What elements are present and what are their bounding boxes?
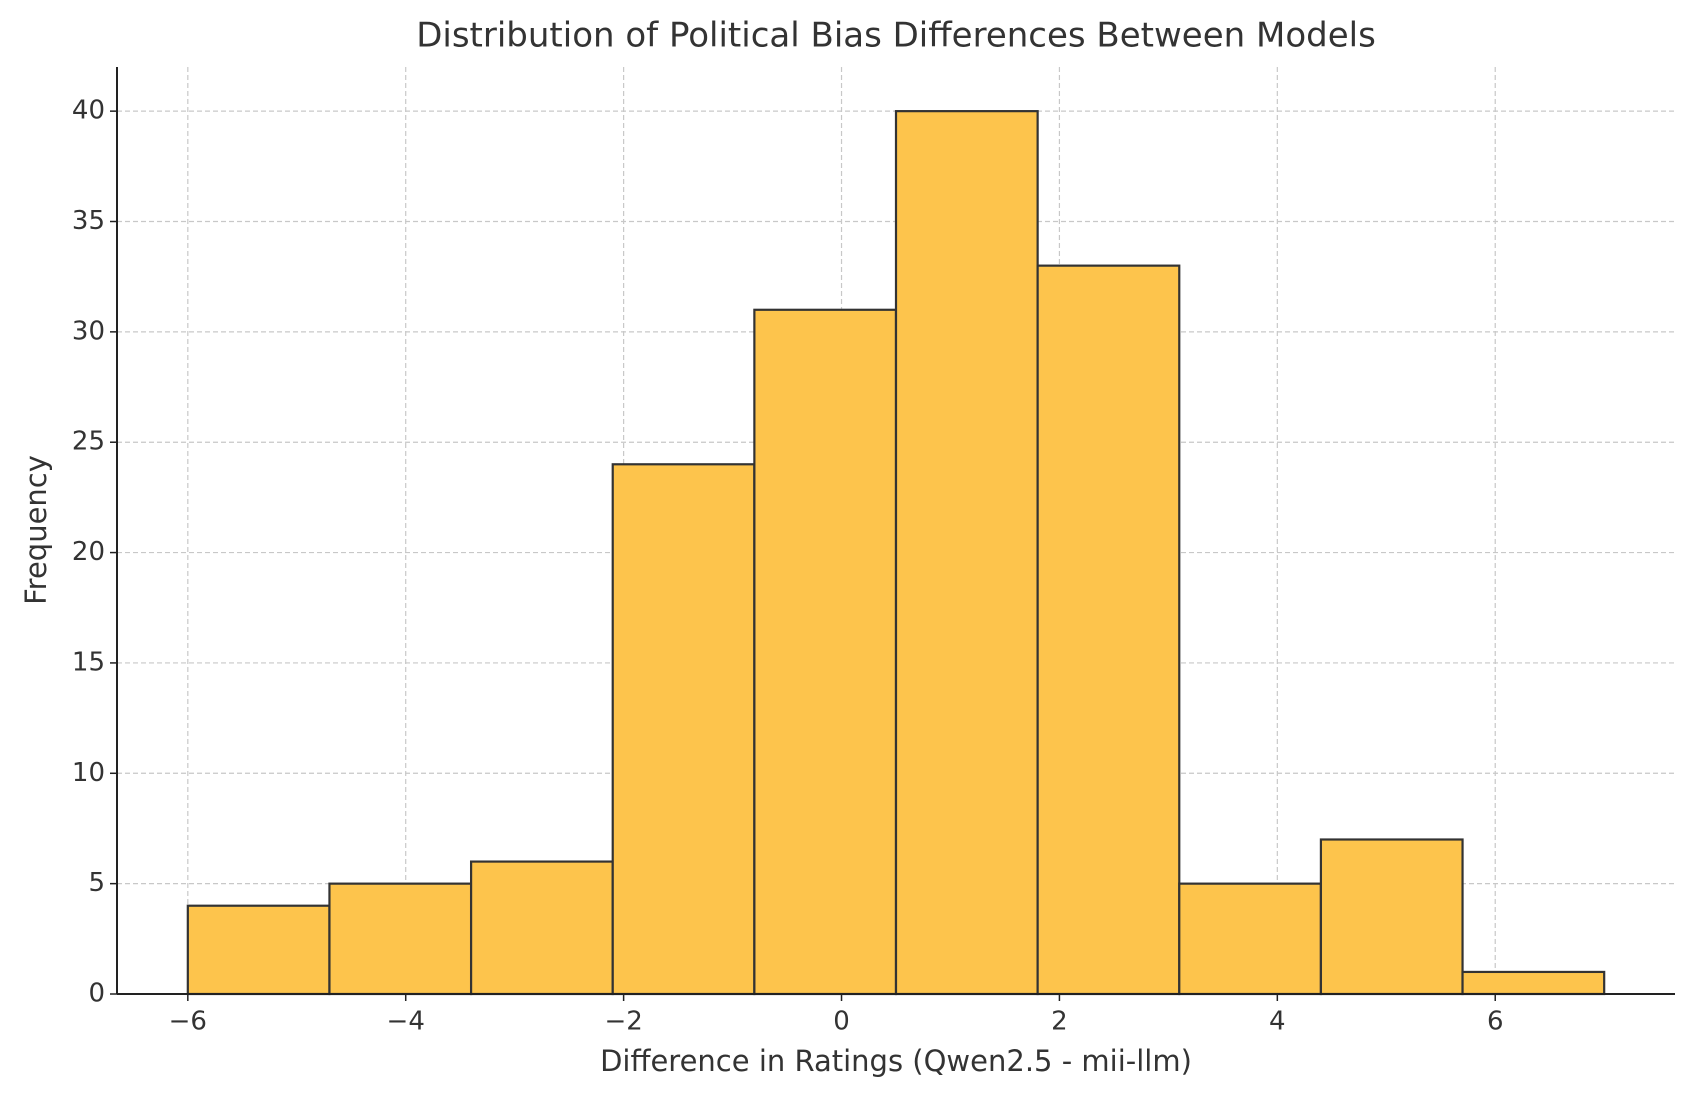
- y-tick-label: 10: [72, 758, 105, 788]
- y-tick-label: 35: [72, 206, 105, 236]
- x-tick-label: 6: [1487, 1007, 1504, 1037]
- y-tick-label: 25: [72, 427, 105, 457]
- bar: [1178, 882, 1323, 996]
- y-tick-label: 20: [72, 537, 105, 567]
- bar: [186, 904, 331, 996]
- bar: [753, 308, 898, 996]
- y-tick-label: 0: [88, 979, 105, 1009]
- y-tick-label: 40: [72, 96, 105, 126]
- x-tick-label: −4: [387, 1007, 425, 1037]
- x-axis-label: Difference in Ratings (Qwen2.5 - mii-llm…: [600, 1044, 1192, 1078]
- bar: [894, 110, 1039, 996]
- x-tick-label: −6: [169, 1007, 207, 1037]
- bar: [611, 463, 756, 996]
- y-axis-label: Frequency: [19, 455, 53, 605]
- bar: [469, 860, 614, 996]
- bar: [1461, 970, 1606, 996]
- x-tick-label: −2: [604, 1007, 642, 1037]
- y-tick-label: 30: [72, 316, 105, 346]
- bar: [1036, 264, 1181, 996]
- y-tick-label: 5: [88, 868, 105, 898]
- x-tick-label: 2: [1051, 1007, 1068, 1037]
- chart-title: Distribution of Political Bias Differenc…: [416, 16, 1376, 56]
- bar: [328, 882, 473, 996]
- y-tick-label: 15: [72, 647, 105, 677]
- x-tick-label: 0: [833, 1007, 850, 1037]
- x-tick-label: 4: [1269, 1007, 1286, 1037]
- bar: [1319, 838, 1464, 996]
